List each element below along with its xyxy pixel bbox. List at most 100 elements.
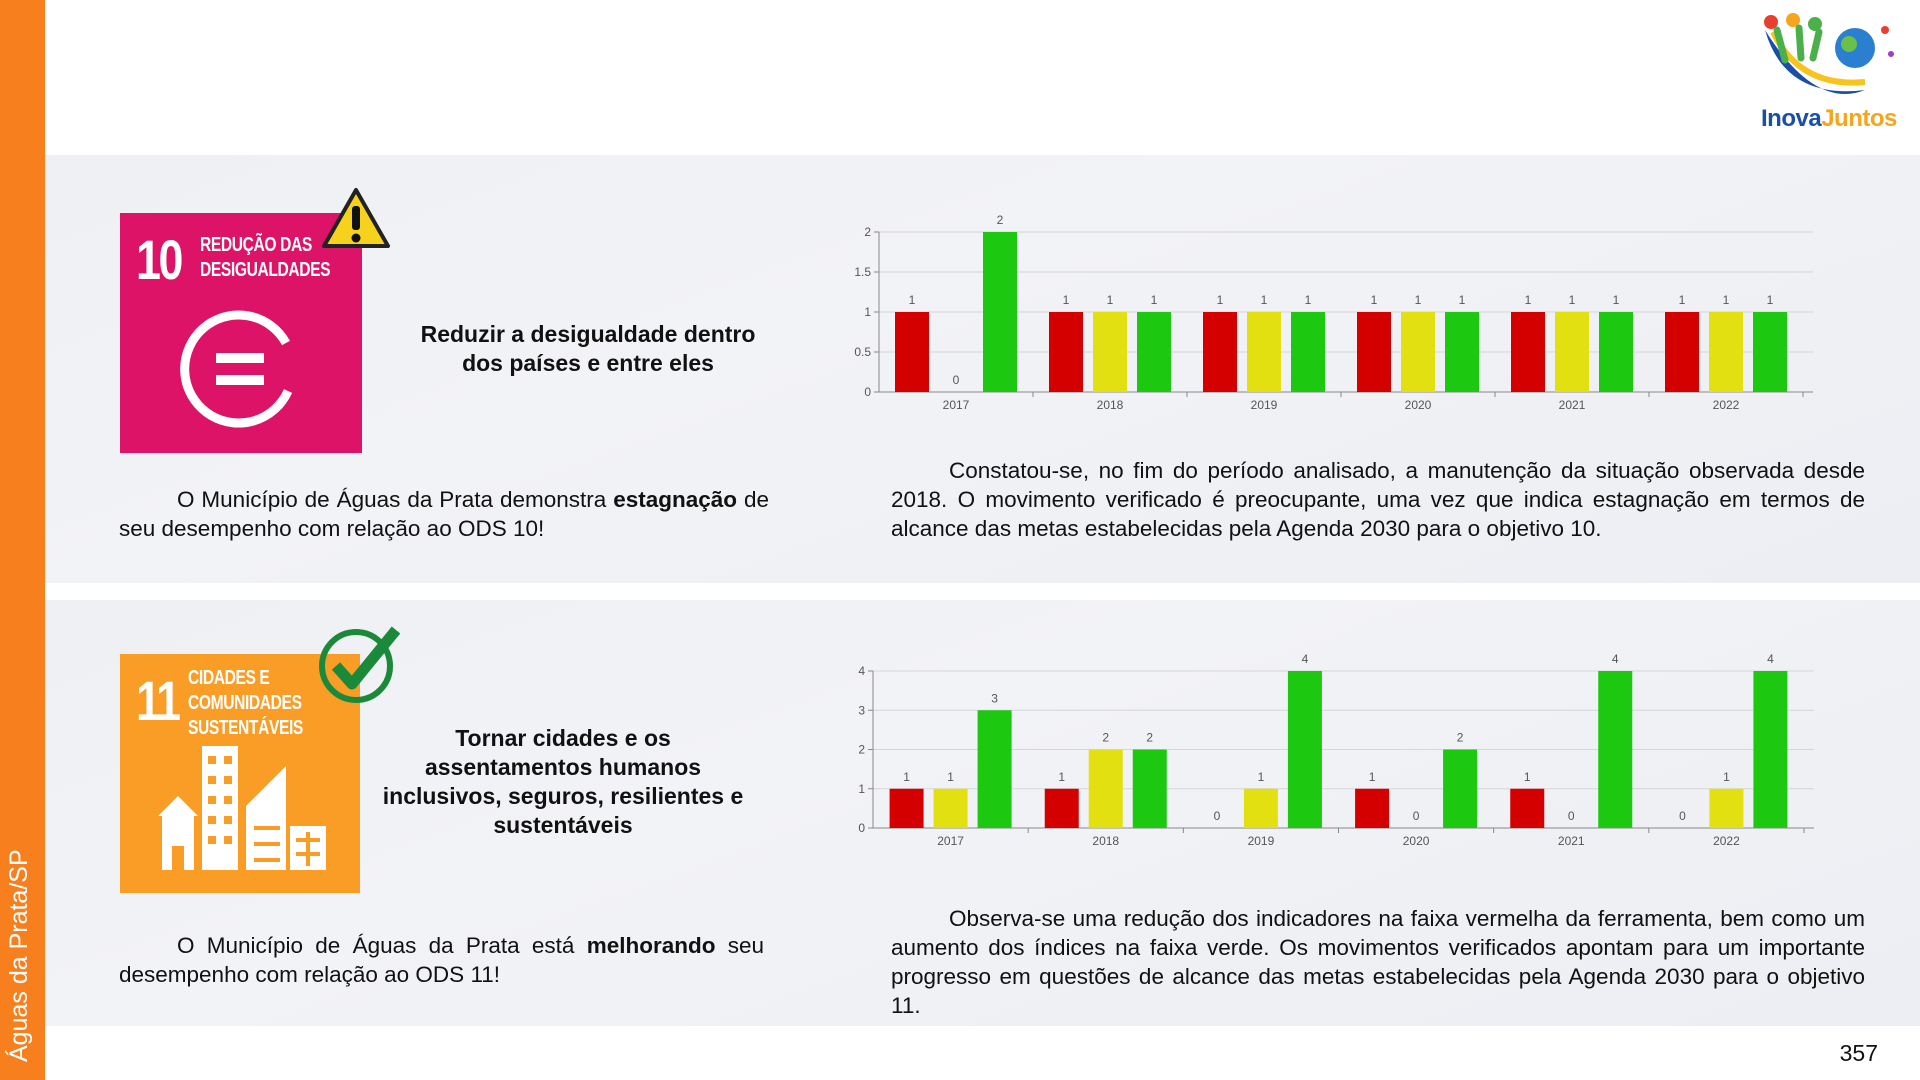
value-label: 1 bbox=[1525, 293, 1532, 307]
bar bbox=[1709, 788, 1744, 828]
icon-arc bbox=[180, 310, 293, 428]
y-tick-label: 1.5 bbox=[854, 265, 871, 279]
check-icon bbox=[319, 626, 401, 703]
bar bbox=[1753, 671, 1788, 828]
sidebar bbox=[0, 0, 45, 1080]
bar bbox=[1137, 312, 1171, 392]
sdg-badge: 10 REDUÇÃO DAS DESIGUALDADES bbox=[120, 213, 362, 453]
summary: O Município de Águas da Prata está melho… bbox=[119, 931, 764, 989]
value-label: 1 bbox=[1723, 293, 1730, 307]
bar bbox=[1511, 312, 1545, 392]
y-tick-label: 2 bbox=[864, 225, 871, 239]
x-tick-label: 2019 bbox=[1251, 398, 1278, 412]
icon-bar bbox=[216, 353, 264, 363]
value-label: 3 bbox=[991, 691, 998, 705]
bar bbox=[1599, 312, 1633, 392]
section-heading: Reduzir a desigualdade dentro dos países… bbox=[420, 321, 756, 376]
value-label: 4 bbox=[1612, 652, 1619, 666]
bar bbox=[1510, 788, 1545, 828]
value-label: 0 bbox=[1568, 809, 1575, 823]
logo-dot bbox=[1888, 51, 1894, 57]
chart: 0 0.5 1 1.5 2 2017 1 0 2 2018 1 1 1 2019 1 1 1 2020 1 1 1 202… bbox=[854, 213, 1813, 412]
value-label: 1 bbox=[1258, 770, 1265, 784]
value-label: 1 bbox=[1305, 293, 1312, 307]
value-label: 1 bbox=[1767, 293, 1774, 307]
value-label: 1 bbox=[1459, 293, 1466, 307]
logo-inova: Inova bbox=[1761, 105, 1822, 132]
value-label: 1 bbox=[1058, 770, 1065, 784]
chart: 0 1 2 3 4 2017 1 1 3 2018 1 2 2 2019 0 1 4 2020 1 0 2 2021 1 0 4… bbox=[858, 652, 1814, 848]
value-label: 1 bbox=[1371, 293, 1378, 307]
value-label: 1 bbox=[1524, 770, 1531, 784]
bar bbox=[933, 788, 968, 828]
page-number: 357 bbox=[1839, 1040, 1878, 1066]
summary-text: O Município de Águas da Prata está bbox=[177, 933, 587, 958]
side-label-box: Águas da Prata/SP bbox=[0, 0, 45, 1080]
value-label: 1 bbox=[1415, 293, 1422, 307]
x-tick-label: 2017 bbox=[943, 398, 970, 412]
value-label: 1 bbox=[947, 770, 954, 784]
bar bbox=[1355, 788, 1390, 828]
bar bbox=[1132, 749, 1167, 828]
analysis: Constatou-se, no fim do período analisad… bbox=[891, 458, 1865, 541]
bar bbox=[889, 788, 924, 828]
value-label: 1 bbox=[1063, 293, 1070, 307]
value-label: 1 bbox=[1217, 293, 1224, 307]
badge-title-line: COMUNIDADES bbox=[188, 692, 302, 714]
y-tick-label: 0.5 bbox=[854, 345, 871, 359]
y-tick-label: 0 bbox=[864, 385, 871, 399]
value-label: 1 bbox=[1107, 293, 1114, 307]
value-label: 4 bbox=[1767, 652, 1774, 666]
y-tick-label: 2 bbox=[858, 743, 865, 757]
bar bbox=[1665, 312, 1699, 392]
value-label: 2 bbox=[997, 213, 1004, 227]
bar bbox=[1093, 312, 1127, 392]
value-label: 4 bbox=[1302, 652, 1309, 666]
bar bbox=[1243, 788, 1278, 828]
y-tick-label: 4 bbox=[858, 664, 865, 678]
value-label: 0 bbox=[1413, 809, 1420, 823]
badge-number: 10 bbox=[136, 228, 183, 291]
x-tick-label: 2021 bbox=[1559, 398, 1586, 412]
sdg-badge: 11 CIDADES E COMUNIDADES SUSTENTÁVEIS bbox=[120, 654, 360, 893]
logo-figures bbox=[1773, 24, 1823, 64]
value-label: 0 bbox=[1214, 809, 1221, 823]
x-tick-label: 2019 bbox=[1248, 834, 1275, 848]
bar bbox=[895, 312, 929, 392]
summary-emphasis: melhorando bbox=[586, 933, 716, 958]
badge-number: 11 bbox=[136, 669, 181, 732]
x-tick-label: 2020 bbox=[1403, 834, 1430, 848]
y-tick-label: 1 bbox=[858, 782, 865, 796]
value-label: 1 bbox=[903, 770, 910, 784]
icon-bar bbox=[216, 375, 264, 385]
logo-mark bbox=[1764, 13, 1894, 94]
value-label: 1 bbox=[1613, 293, 1620, 307]
x-tick-label: 2018 bbox=[1092, 834, 1119, 848]
logo-dot bbox=[1786, 13, 1800, 27]
x-tick-label: 2018 bbox=[1097, 398, 1124, 412]
bar bbox=[1203, 312, 1237, 392]
x-tick-label: 2020 bbox=[1405, 398, 1432, 412]
summary: O Município de Águas da Prata demonstra … bbox=[119, 485, 769, 543]
bar bbox=[1287, 671, 1322, 828]
y-tick-label: 3 bbox=[858, 703, 865, 717]
bar bbox=[1247, 312, 1281, 392]
badge-title-line: DESIGUALDADES bbox=[200, 259, 331, 281]
value-label: 1 bbox=[909, 293, 916, 307]
logo-dot bbox=[1881, 26, 1889, 34]
bar bbox=[1088, 749, 1123, 828]
value-label: 1 bbox=[1723, 770, 1730, 784]
badge-title-line: CIDADES E bbox=[188, 667, 270, 689]
bar bbox=[1598, 671, 1633, 828]
bar bbox=[1049, 312, 1083, 392]
value-label: 1 bbox=[1679, 293, 1686, 307]
logo-text: InovaJuntos bbox=[1761, 105, 1897, 133]
bar bbox=[1555, 312, 1589, 392]
x-tick-label: 2022 bbox=[1713, 834, 1740, 848]
bar bbox=[1445, 312, 1479, 392]
bar bbox=[1443, 749, 1478, 828]
logo-globe-land bbox=[1841, 36, 1857, 52]
y-tick-label: 0 bbox=[858, 821, 865, 835]
value-label: 1 bbox=[1569, 293, 1576, 307]
